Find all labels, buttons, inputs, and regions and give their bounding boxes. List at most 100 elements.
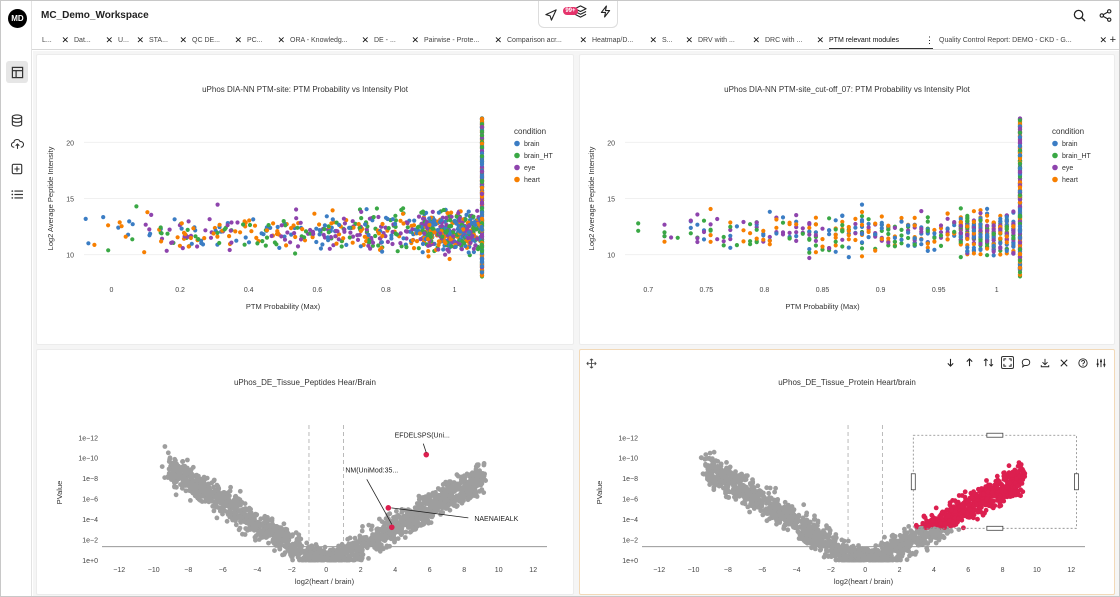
data-point: [780, 220, 786, 225]
data-point: [472, 477, 478, 482]
comment-button[interactable]: [1019, 356, 1032, 369]
tab-2[interactable]: U... ✕: [118, 31, 144, 49]
tab-close-icon[interactable]: ✕: [105, 35, 113, 45]
data-point: [291, 223, 296, 228]
tab-9[interactable]: Comparison acr... ✕: [507, 31, 587, 49]
data-point: [662, 222, 667, 227]
new-tab-button[interactable]: +: [1109, 34, 1116, 46]
list-button[interactable]: [6, 183, 28, 205]
workspace-layout-button[interactable]: [6, 61, 28, 83]
add-button[interactable]: [6, 158, 28, 180]
data-point: [445, 503, 451, 508]
data-point: [385, 239, 390, 244]
tab-close-icon[interactable]: ✕: [649, 35, 657, 45]
annotation-arrow: [391, 507, 469, 519]
tab-close-icon[interactable]: ✕: [494, 35, 502, 45]
data-point: [985, 206, 990, 211]
data-point: [728, 237, 733, 242]
tab-close-icon[interactable]: ✕: [277, 35, 285, 45]
data-point: [454, 214, 459, 219]
tab-5[interactable]: PC... ✕: [247, 31, 285, 49]
data-point: [225, 511, 231, 517]
datasets-button[interactable]: [6, 109, 28, 131]
data-point: [958, 216, 963, 222]
move-panel-handle[interactable]: [586, 356, 597, 374]
data-point: [238, 520, 244, 525]
swap-button[interactable]: [982, 356, 995, 369]
tab-7[interactable]: DE - ... ✕: [374, 31, 419, 49]
tab-close-icon[interactable]: ✕: [234, 35, 242, 45]
data-point: [427, 222, 432, 228]
data-point: [721, 234, 726, 240]
tab-close-icon[interactable]: ✕: [752, 35, 760, 45]
tab-11[interactable]: S... ✕: [662, 31, 693, 49]
close-panel-button[interactable]: [1057, 356, 1070, 369]
data-point: [356, 546, 362, 552]
quick-actions-button[interactable]: [600, 5, 611, 23]
tab-12[interactable]: DRV with ... ✕: [698, 31, 760, 49]
tab-13[interactable]: DRC with ... ✕: [765, 31, 824, 49]
search-button[interactable]: [1070, 6, 1088, 24]
tab-close-icon[interactable]: ✕: [179, 35, 187, 45]
tab-menu-icon[interactable]: ⋮: [925, 35, 934, 45]
tab-close-icon[interactable]: ✕: [579, 35, 587, 45]
x-tick-label: 0.4: [244, 287, 254, 294]
data-point: [1017, 224, 1023, 229]
x-tick-label: 6: [966, 567, 970, 574]
share-button[interactable]: [1096, 6, 1114, 24]
tab-close-icon[interactable]: ✕: [361, 35, 369, 45]
tab-0[interactable]: L... ✕: [42, 31, 69, 49]
tab-6[interactable]: ORA - Knowledg... ✕: [290, 31, 369, 49]
y-tick-label: 10: [66, 253, 74, 260]
data-point: [288, 240, 293, 245]
data-point: [899, 219, 904, 224]
tab-label: DE - ...: [374, 37, 396, 44]
data-point: [456, 483, 462, 488]
y-axis-label: PValue: [595, 481, 604, 505]
data-point: [833, 227, 838, 232]
data-point: [965, 236, 970, 242]
tab-close-icon[interactable]: ✕: [136, 35, 144, 45]
move-down-button[interactable]: [944, 356, 957, 369]
tab-15[interactable]: Quality Control Report: DEMO - CKD - G..…: [939, 31, 1107, 49]
data-point: [479, 216, 485, 221]
app-logo[interactable]: MD: [8, 9, 27, 28]
settings-button[interactable]: [1095, 356, 1108, 369]
download-button[interactable]: [1038, 356, 1051, 369]
x-axis-label: log2(heart / brain): [295, 577, 355, 586]
data-point: [479, 477, 484, 483]
tab-8[interactable]: Pairwise - Prote... ✕: [424, 31, 502, 49]
tab-4[interactable]: QC DE... ✕: [192, 31, 242, 49]
tab-close-icon[interactable]: ✕: [1099, 35, 1107, 45]
tab-close-icon[interactable]: ✕: [816, 35, 824, 45]
data-point: [269, 233, 274, 239]
data-point: [159, 239, 164, 244]
data-point: [264, 228, 270, 233]
annotation-label: NM(UniMod:35...: [345, 467, 398, 474]
tab-3[interactable]: STA... ✕: [149, 31, 187, 49]
tab-1[interactable]: Dat... ✕: [74, 31, 113, 49]
data-point: [254, 235, 259, 240]
tab-close-icon[interactable]: ✕: [61, 35, 69, 45]
y-tick-label: 1e+0: [82, 558, 98, 565]
tab-close-icon[interactable]: ✕: [411, 35, 419, 45]
data-point: [636, 228, 641, 233]
move-up-button[interactable]: [963, 356, 976, 369]
upload-button[interactable]: [6, 133, 28, 155]
tab-label: PTM relevant modules: [829, 37, 900, 44]
help-button[interactable]: [1076, 356, 1089, 369]
tab-close-icon[interactable]: ✕: [685, 35, 693, 45]
data-point: [451, 480, 457, 485]
tab-14[interactable]: PTM relevant modules ⋮: [829, 31, 934, 49]
share-icon: [1099, 8, 1111, 22]
navigation-button[interactable]: 99+: [545, 6, 578, 22]
tab-10[interactable]: Heatmap/D... ✕: [592, 31, 657, 49]
data-point: [471, 482, 477, 487]
fullscreen-button[interactable]: [1000, 356, 1014, 369]
data-point: [1017, 258, 1023, 263]
data-point: [347, 235, 352, 240]
